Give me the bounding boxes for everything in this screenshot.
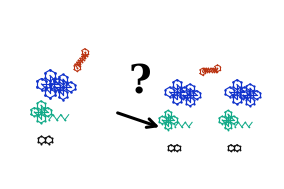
Text: ?: ? (129, 63, 151, 101)
